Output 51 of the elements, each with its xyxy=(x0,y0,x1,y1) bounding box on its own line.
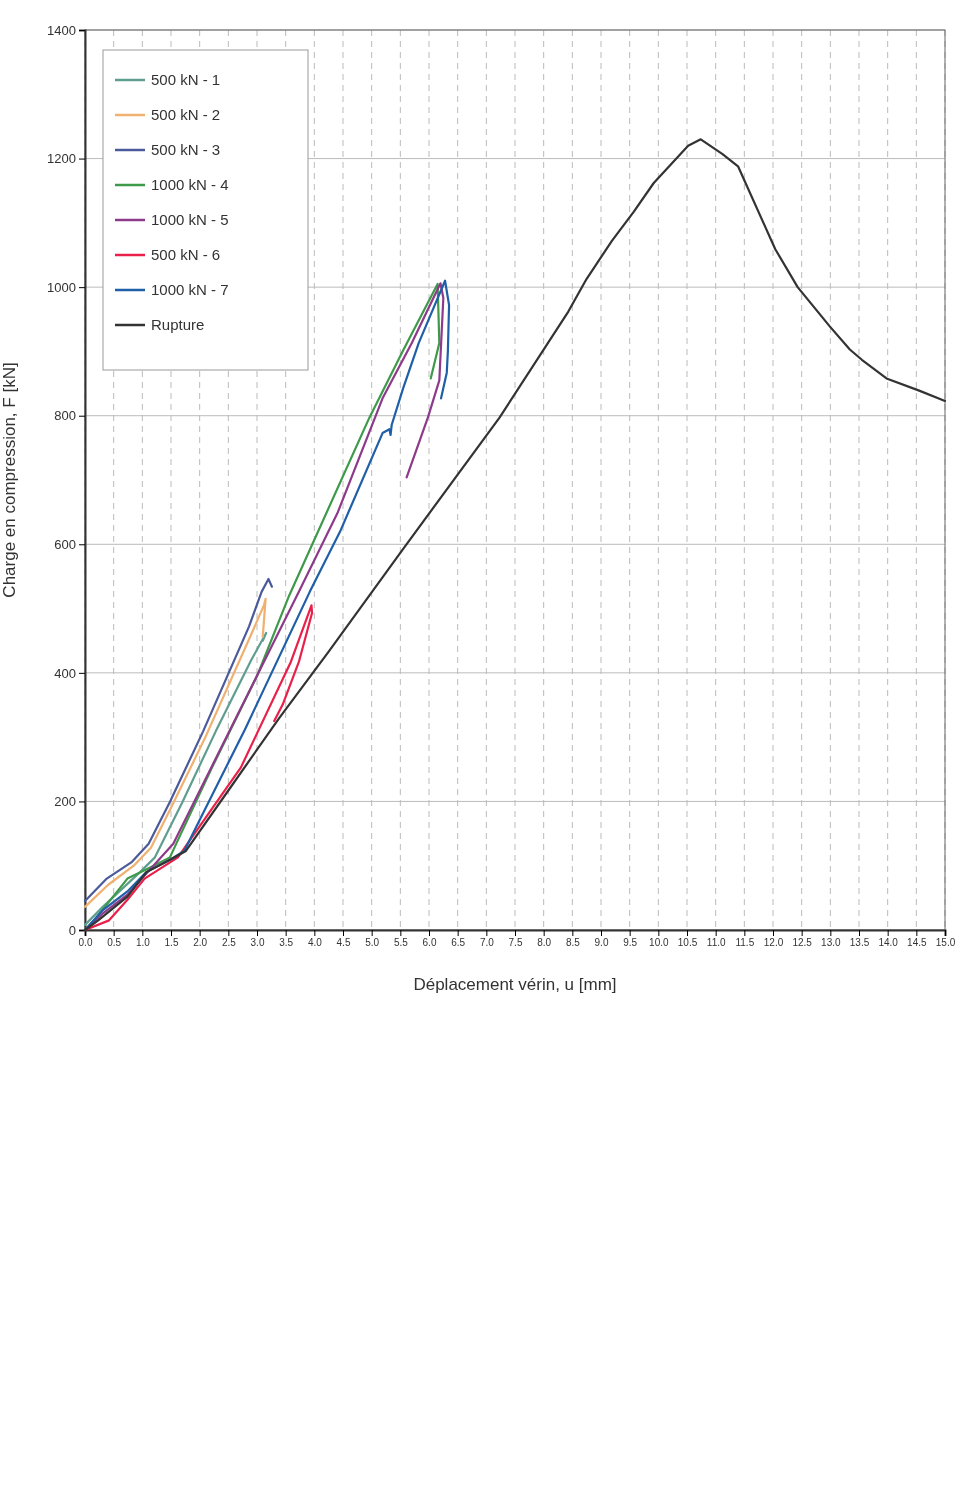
x-tick-label: 14.5 xyxy=(907,937,927,949)
x-tick-label: 9.0 xyxy=(594,937,609,949)
x-tick-label: 8.0 xyxy=(537,937,552,949)
x-tick-label: 11.5 xyxy=(735,937,755,949)
line-series xyxy=(83,604,314,932)
x-tick-label: 8.5 xyxy=(565,937,581,949)
y-tick-label: 600 xyxy=(54,536,76,552)
x-tick-label: 4.5 xyxy=(336,937,351,949)
x-tick-label: 6.0 xyxy=(422,937,437,949)
x-tick-label: 9.5 xyxy=(623,937,638,949)
x-tick-label: 10.0 xyxy=(649,937,669,949)
legend-label: 1000 kN - 4 xyxy=(151,176,229,193)
x-tick-label: 12.5 xyxy=(792,937,813,949)
x-tick-label: 1.5 xyxy=(164,937,179,949)
y-axis-title: Charge en compression, F [kN] xyxy=(0,362,19,598)
x-tick-label: 3.0 xyxy=(250,937,265,949)
y-tick-label: 400 xyxy=(54,665,76,681)
x-tick-label: 11.0 xyxy=(706,937,726,949)
x-tick-label: 14.0 xyxy=(878,937,899,949)
x-tick-label: 4.0 xyxy=(307,937,323,949)
x-tick-label: 7.5 xyxy=(508,937,523,949)
x-tick-label: 2.0 xyxy=(193,937,208,949)
x-tick-label: 13.0 xyxy=(821,937,841,949)
y-tick-label: 1000 xyxy=(47,279,76,295)
y-tick-label: 1200 xyxy=(47,151,76,167)
x-tick-label: 13.5 xyxy=(849,937,870,949)
x-tick-label: 7.0 xyxy=(479,937,495,949)
x-tick-label: 1.0 xyxy=(135,937,151,949)
y-tick-label: 200 xyxy=(54,794,76,810)
x-tick-label: 5.5 xyxy=(393,937,409,949)
x-tick-label: 2.5 xyxy=(221,937,237,949)
legend-label: 500 kN - 2 xyxy=(151,106,221,123)
line-series xyxy=(83,631,268,926)
legend-label: 1000 kN - 5 xyxy=(151,211,229,228)
legend-label: Rupture xyxy=(151,316,205,333)
y-tick-label: 800 xyxy=(54,408,76,424)
y-tick-label: 0 xyxy=(68,922,76,938)
x-tick-label: 0.5 xyxy=(107,937,122,949)
legend-label: 500 kN - 1 xyxy=(151,71,221,88)
legend-label: 500 kN - 3 xyxy=(151,141,221,158)
x-tick-label: 10.5 xyxy=(677,937,698,949)
legend-label: 500 kN - 6 xyxy=(151,246,221,263)
x-tick-label: 6.5 xyxy=(451,937,466,949)
x-tick-label: 15.0 xyxy=(935,937,956,949)
x-tick-label: 5.0 xyxy=(365,937,380,949)
legend-label: 1000 kN - 7 xyxy=(151,281,229,298)
y-tick-label: 1400 xyxy=(47,22,76,38)
x-axis-title: Déplacement vérin, u [mm] xyxy=(413,975,617,994)
x-tick-label: 0.0 xyxy=(78,937,93,949)
x-tick-label: 12.0 xyxy=(763,937,784,949)
x-tick-label: 3.5 xyxy=(279,937,294,949)
